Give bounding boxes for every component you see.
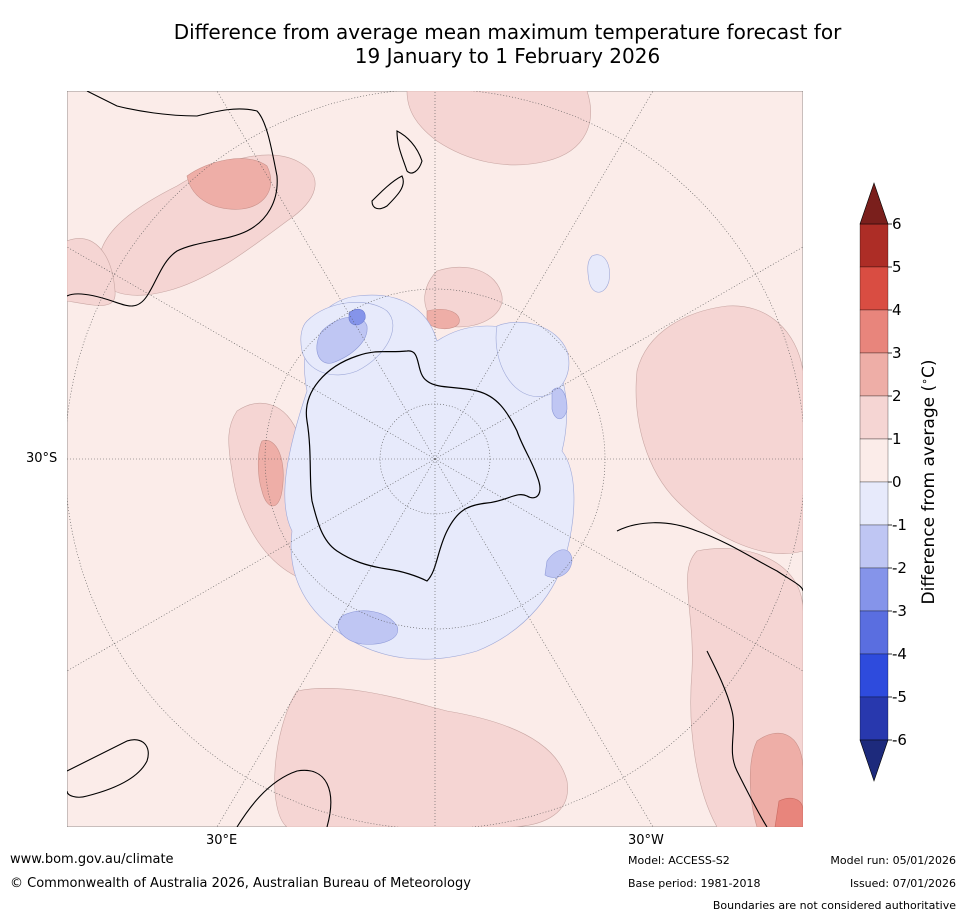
colorbar-band [859,567,889,612]
meridian-30w [434,458,654,827]
colorbar-tick-label: -2 [892,559,907,577]
colorbar-band [859,653,889,698]
cool2-atlantic [337,610,399,645]
colorbar-ticks: 6 5 4 3 2 1 0 -1 -2 -3 -4 -5 -6 [888,215,907,749]
colorbar-label-unit: C) [919,359,939,378]
polar-map [67,91,803,827]
colorbar-tick-label: 1 [892,430,902,448]
footer-model: Model: ACCESS-S2 [628,854,730,867]
antarctica-outline [305,350,541,582]
title-line-2: 19 January to 1 February 2026 [354,44,661,68]
warm3-south-america [774,797,803,827]
cool2-drake [551,387,568,420]
meridian-30e [216,458,436,827]
colorbar-bottom-arrow [859,739,889,782]
map-title: Difference from average mean maximum tem… [0,20,965,68]
coast-new-zealand-south [371,175,404,210]
colorbar-tick-label: -1 [892,516,907,534]
coast-south-america [616,522,803,592]
footer-website[interactable]: www.bom.gov.au/climate [10,852,174,867]
cool-strong-layer [316,316,573,645]
coast-africa [236,769,332,827]
colorbar-tick-label: 0 [892,473,902,491]
colorbar-tick-label: 6 [892,215,902,233]
footer-base-period: Base period: 1981-2018 [628,877,761,890]
warm-region-pacific-north [406,91,591,166]
colorbar-band [859,610,889,655]
colorbar-tick-label: 4 [892,301,902,319]
colorbar-tick-label: 2 [892,387,902,405]
colorbar-tick-label: 3 [892,344,902,362]
warm-hot-layer [774,797,803,827]
colorbar-tick-label: -4 [892,645,907,663]
colorbar-bands [859,223,889,741]
cool-anomaly-layer [284,254,610,660]
colorbar-tick-label: -3 [892,602,907,620]
warm-region-south-america-east [635,305,803,554]
colorbar-label: Difference from average (∘C) [918,359,939,604]
warm-region-west-indian [67,238,116,306]
coast-australia [67,91,278,307]
cool-south-pacific-dot [587,254,610,293]
cool-pacific-patch [495,321,570,397]
colorbar-band [859,438,889,483]
lon-label-30e: 30°E [206,833,238,848]
colorbar-tick-label: -5 [892,688,907,706]
lon-label-30w: 30°W [628,833,664,848]
footer-model-run: Model run: 05/01/2026 [830,854,956,867]
title-line-1: Difference from average mean maximum tem… [173,20,842,44]
colorbar-band [859,395,889,440]
colorbar-band [859,223,889,268]
warm2-indian [257,440,284,507]
colorbar-label-text: Difference from average ( [919,385,939,605]
lat-label-30s: 30°S [26,451,58,466]
coastlines [67,91,803,827]
cool-ring [284,294,575,660]
cool2-indian-1 [316,316,368,364]
colorbar-tick-label: 5 [892,258,902,276]
colorbar-band [859,266,889,311]
graticule [67,91,803,827]
colorbar-band [859,696,889,741]
warm-strong-layer [186,158,803,827]
colorbar-tick-label: -6 [892,731,907,749]
colorbar: 6 5 4 3 2 1 0 -1 -2 -3 -4 -5 -6 Difference from aver… [859,182,939,782]
colorbar-band [859,309,889,354]
coast-new-zealand-north [396,130,423,174]
colorbar-band [859,524,889,569]
cool3-indian [348,308,366,326]
warm2-australia [186,158,272,210]
cool-stronger-layer [348,308,366,326]
colorbar-band [859,481,889,526]
footer-copyright: © Commonwealth of Australia 2026, Austra… [10,876,471,891]
colorbar-label-degree: ∘ [918,378,931,385]
coast-south-america-west [706,650,768,827]
footer-issued: Issued: 07/01/2026 [849,877,956,890]
coast-madagascar [67,739,149,798]
footer-disclaimer: Boundaries are not considered authoritat… [712,899,956,912]
warm-region-africa-south [274,688,568,827]
meridian-150e [216,91,436,460]
colorbar-top-arrow [859,182,889,225]
colorbar-band [859,352,889,397]
cool2-pacific-east [544,549,573,578]
meridian-150w [434,91,654,460]
